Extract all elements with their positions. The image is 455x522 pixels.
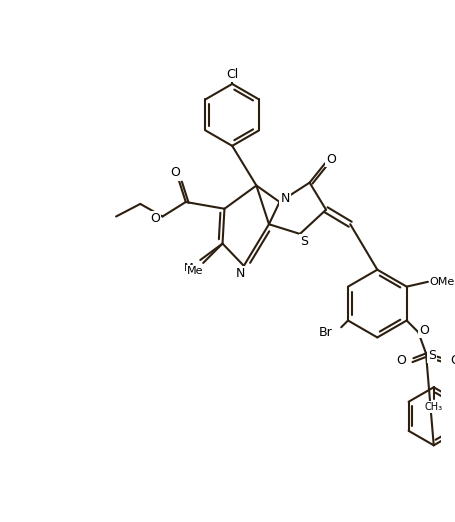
Text: N: N <box>235 267 244 280</box>
Text: Cl: Cl <box>226 68 238 81</box>
Text: CH₃: CH₃ <box>424 401 442 412</box>
Text: O: O <box>418 324 428 337</box>
Text: S: S <box>427 349 435 362</box>
Text: O: O <box>150 212 159 225</box>
Text: O: O <box>395 354 405 366</box>
Text: Br: Br <box>318 326 332 339</box>
Text: OMe: OMe <box>429 277 454 287</box>
Text: S: S <box>299 235 307 248</box>
Text: O: O <box>325 153 335 166</box>
Text: Me: Me <box>184 263 200 273</box>
Text: N: N <box>280 192 289 205</box>
Text: Me: Me <box>187 266 203 276</box>
Text: O: O <box>170 167 180 180</box>
Text: O: O <box>449 354 455 366</box>
